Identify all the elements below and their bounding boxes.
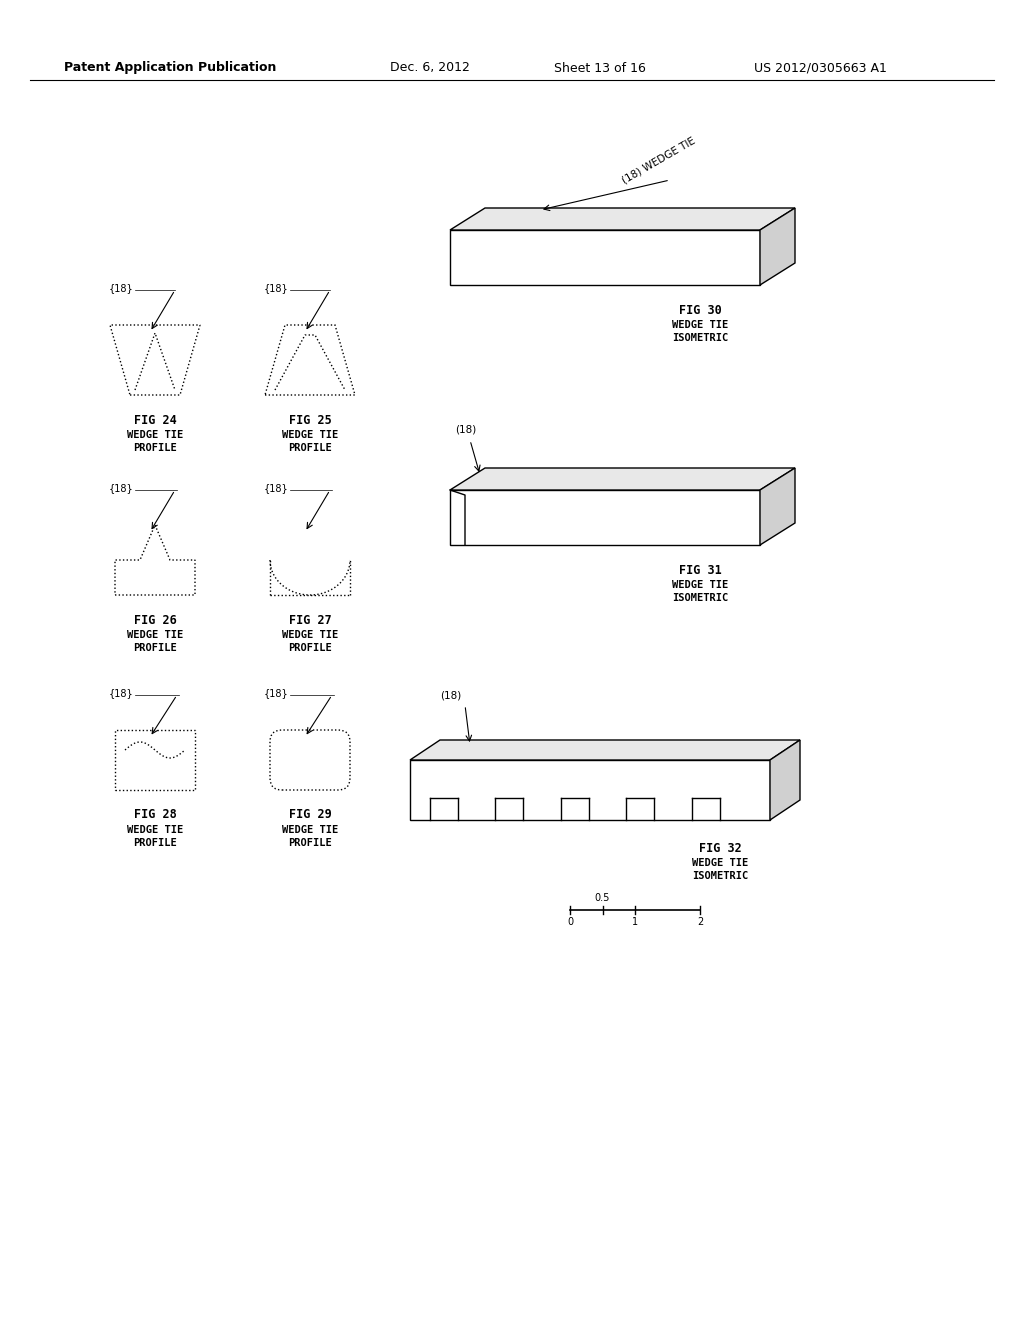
Polygon shape [450, 209, 795, 230]
Polygon shape [450, 469, 795, 490]
Text: WEDGE TIE: WEDGE TIE [282, 430, 338, 440]
Text: {18}: {18} [263, 688, 288, 698]
Text: FIG 32: FIG 32 [698, 842, 741, 854]
Text: FIG 30: FIG 30 [679, 304, 721, 317]
Text: 1: 1 [632, 917, 638, 927]
Text: {18}: {18} [109, 688, 133, 698]
Text: WEDGE TIE: WEDGE TIE [127, 825, 183, 836]
Text: PROFILE: PROFILE [133, 444, 177, 453]
Text: ISOMETRIC: ISOMETRIC [672, 333, 728, 343]
Text: WEDGE TIE: WEDGE TIE [692, 858, 749, 869]
Bar [115, 730, 195, 789]
Text: FIG 24: FIG 24 [133, 413, 176, 426]
Text: (18) WEDGE TIE: (18) WEDGE TIE [620, 135, 696, 185]
Text: FIG 29: FIG 29 [289, 808, 332, 821]
Text: FIG 25: FIG 25 [289, 413, 332, 426]
Text: 0.5: 0.5 [595, 894, 610, 903]
Text: Dec. 6, 2012: Dec. 6, 2012 [390, 62, 470, 74]
Text: PROFILE: PROFILE [133, 838, 177, 847]
Text: PROFILE: PROFILE [288, 444, 332, 453]
Text: FIG 27: FIG 27 [289, 614, 332, 627]
Polygon shape [410, 741, 800, 760]
Text: FIG 26: FIG 26 [133, 614, 176, 627]
Text: 0: 0 [567, 917, 573, 927]
Text: ISOMETRIC: ISOMETRIC [692, 871, 749, 880]
Text: {18}: {18} [109, 483, 133, 492]
Text: (18): (18) [455, 425, 476, 436]
Text: US 2012/0305663 A1: US 2012/0305663 A1 [754, 62, 887, 74]
Text: (18): (18) [440, 690, 461, 700]
Text: WEDGE TIE: WEDGE TIE [282, 630, 338, 640]
Text: PROFILE: PROFILE [288, 643, 332, 653]
Polygon shape [770, 741, 800, 820]
Polygon shape [410, 760, 770, 820]
Text: Patent Application Publication: Patent Application Publication [63, 62, 276, 74]
Text: WEDGE TIE: WEDGE TIE [282, 825, 338, 836]
Text: ISOMETRIC: ISOMETRIC [672, 593, 728, 603]
Text: {18}: {18} [109, 282, 133, 293]
Text: {18}: {18} [263, 282, 288, 293]
Polygon shape [450, 230, 760, 285]
Text: WEDGE TIE: WEDGE TIE [672, 579, 728, 590]
Text: FIG 28: FIG 28 [133, 808, 176, 821]
Text: 2: 2 [697, 917, 703, 927]
Polygon shape [760, 469, 795, 545]
Polygon shape [450, 490, 760, 545]
Text: FIG 31: FIG 31 [679, 564, 721, 577]
Text: Sheet 13 of 16: Sheet 13 of 16 [554, 62, 646, 74]
Text: WEDGE TIE: WEDGE TIE [672, 319, 728, 330]
Text: WEDGE TIE: WEDGE TIE [127, 630, 183, 640]
Text: {18}: {18} [263, 483, 288, 492]
Polygon shape [760, 209, 795, 285]
Text: PROFILE: PROFILE [288, 838, 332, 847]
Text: PROFILE: PROFILE [133, 643, 177, 653]
Text: WEDGE TIE: WEDGE TIE [127, 430, 183, 440]
